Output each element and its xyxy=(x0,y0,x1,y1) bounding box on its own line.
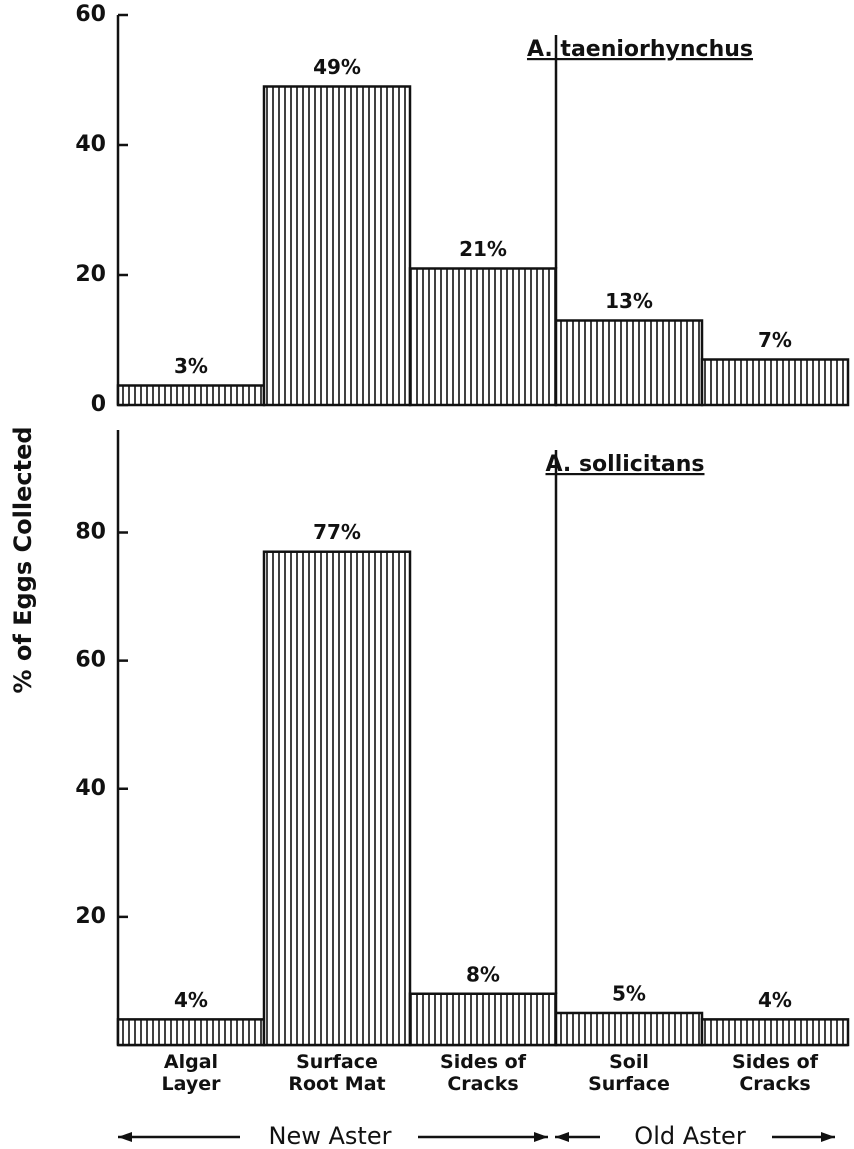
bar xyxy=(700,358,850,407)
arrow-head xyxy=(821,1132,835,1142)
x-tick-label: Sides of Cracks xyxy=(732,1051,819,1095)
y-tick-label: 80 xyxy=(75,520,106,545)
bar xyxy=(700,1018,850,1047)
value-label: 4% xyxy=(174,988,208,1012)
bar xyxy=(554,1011,704,1047)
bar xyxy=(408,267,558,407)
value-label: 4% xyxy=(758,988,792,1012)
group-label: New Aster xyxy=(269,1122,392,1149)
value-label: 3% xyxy=(174,354,208,378)
value-label: 21% xyxy=(459,237,507,261)
chart-title: A. sollicitans xyxy=(546,452,705,477)
arrow-head xyxy=(555,1132,569,1142)
value-label: 49% xyxy=(313,55,361,79)
y-tick-label: 60 xyxy=(75,2,106,27)
arrow-head xyxy=(534,1132,548,1142)
x-tick-label: Soil Surface xyxy=(588,1051,670,1095)
y-tick-label: 60 xyxy=(75,648,106,673)
y-tick-label: 20 xyxy=(75,904,106,929)
arrow-head xyxy=(118,1132,132,1142)
bar xyxy=(262,550,412,1047)
y-axis-label: % of Eggs Collected xyxy=(9,426,37,693)
value-label: 8% xyxy=(466,962,500,986)
x-tick-label: Algal Layer xyxy=(162,1051,222,1095)
value-label: 5% xyxy=(612,981,646,1005)
bar xyxy=(408,992,558,1047)
group-label: Old Aster xyxy=(634,1122,746,1149)
bar xyxy=(116,384,266,407)
value-label: 77% xyxy=(313,520,361,544)
x-tick-label: Sides of Cracks xyxy=(440,1051,527,1095)
value-label: 7% xyxy=(758,328,792,352)
bar xyxy=(116,1018,266,1047)
y-tick-label: 40 xyxy=(75,132,106,157)
x-tick-label: Surface Root Mat xyxy=(288,1051,385,1095)
value-label: 13% xyxy=(605,289,653,313)
y-tick-label: 40 xyxy=(75,776,106,801)
chart-title: A. taeniorhynchus xyxy=(527,37,753,62)
y-tick-label: 0 xyxy=(91,392,106,417)
bar xyxy=(262,85,412,407)
y-tick-label: 20 xyxy=(75,262,106,287)
bar xyxy=(554,319,704,407)
